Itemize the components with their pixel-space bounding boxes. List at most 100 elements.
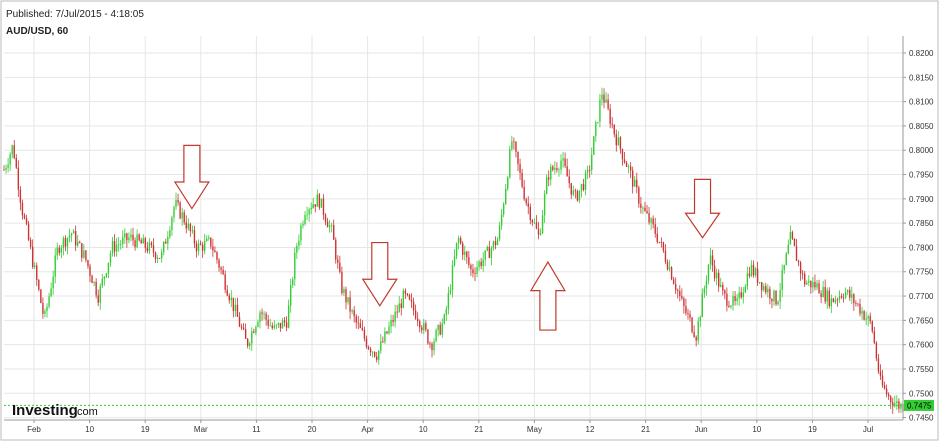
candle-body [533,222,536,224]
candle-body [31,246,34,268]
candle-body [445,309,448,315]
candle-body [804,273,806,285]
candle-body [728,305,730,307]
candle-body [820,293,822,297]
logo-brand-name: Investing [12,402,78,419]
candle-body [711,255,714,266]
candle-body [642,207,644,209]
candle-body [847,290,849,293]
candle-body [181,212,183,219]
candle-body [246,338,249,346]
candle-body [203,241,206,251]
candle-body [783,264,785,271]
candle-body [396,311,398,313]
candle-body [734,296,736,301]
candle-body [527,203,529,207]
x-tick-label: 10 [419,425,428,434]
candle-body [99,285,101,303]
candle-body [834,299,837,303]
candle-body [322,198,325,215]
candle-body [574,190,577,192]
candle-body [425,323,427,330]
candle-body [394,311,396,322]
candle-body [341,271,343,294]
candle-body [740,292,742,298]
candle-body [19,189,22,203]
candle-body [296,245,298,253]
candle-body [124,233,126,238]
candle-body [337,259,339,263]
candle-body [760,282,763,291]
candle-body [376,356,378,360]
candle-body [674,284,677,290]
candle-body [199,243,202,245]
candle-body [287,305,290,328]
candle-body [191,230,194,232]
candle-body [50,288,52,297]
current-price-value: 0.7475 [907,401,932,410]
candle-body [789,232,792,245]
candle-body [142,238,144,244]
candle-body [410,299,413,302]
candle-body [343,289,345,294]
candle-body [103,276,106,279]
current-price-badge: 0.7475 [904,399,934,411]
y-tick-label: 0.8000 [909,146,934,155]
candle-body [496,239,499,246]
candle-body [398,303,400,313]
candle-body [152,245,155,253]
candle-body [625,162,628,167]
candle-body [824,287,826,302]
candle-body [842,297,845,299]
candle-body [795,246,798,261]
candle-body [881,376,884,386]
candle-body [609,108,611,125]
candle-body [238,316,241,327]
candle-body [844,292,847,298]
candle-body [818,283,820,294]
candle-body [736,298,738,301]
y-tick-label: 0.7900 [909,195,934,204]
candle-body [408,294,411,300]
candle-body [433,341,435,351]
candle-body [507,177,509,189]
candle-body [138,234,140,241]
candle-body [879,371,882,377]
candle-body [695,336,697,341]
candle-body [855,303,857,305]
candle-body [140,240,142,244]
candle-body [87,260,89,267]
candle-body [810,280,812,288]
candle-body [120,243,122,245]
candle-body [160,252,163,259]
candle-body [830,298,833,307]
candle-body [720,284,722,287]
candle-body [593,136,595,155]
candle-body [748,273,751,277]
candle-body [498,225,501,240]
candle-body [113,241,116,252]
candle-body [715,272,718,279]
candle-body [183,212,185,223]
candle-body [167,236,169,244]
candle-body [597,121,599,123]
candle-body [312,204,314,209]
candle-body [314,204,316,207]
candle-body [765,286,767,293]
candle-body [150,242,153,246]
candle-body [111,241,114,254]
candle-body [201,244,204,251]
x-tick-label: 20 [308,425,317,434]
candle-body [484,250,486,260]
candle-body [746,273,749,287]
candle-body [253,331,255,333]
candle-body [875,343,878,359]
candle-body [603,94,605,103]
x-tick-label: 10 [752,425,761,434]
candle-body [13,145,15,159]
candle-body [621,148,624,160]
candle-body [351,310,353,312]
candle-body [523,186,525,200]
candle-body [896,401,898,404]
candle-body [869,316,871,322]
